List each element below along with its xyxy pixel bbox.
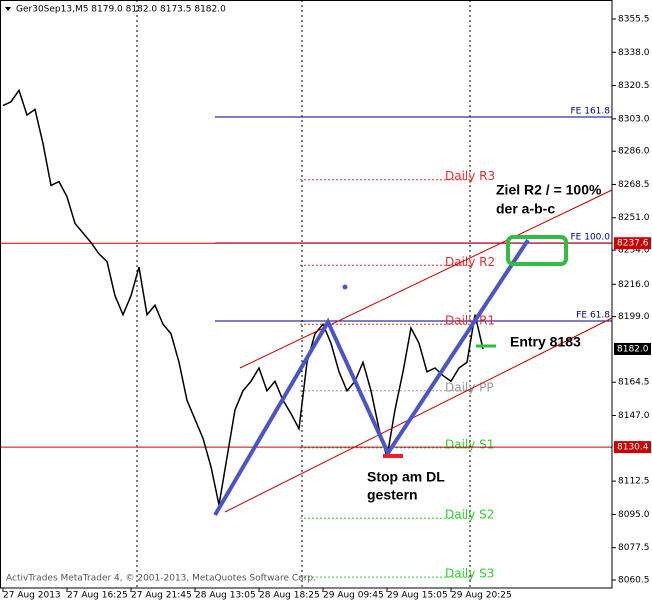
y-tick-label: 8060.5 <box>618 576 650 586</box>
plot-border <box>0 0 613 589</box>
x-tick-label: 28 Aug 18:25 <box>259 591 320 601</box>
x-tick-label: 27 Aug 2013 <box>3 591 61 601</box>
y-tick-label: 8112.5 <box>618 477 650 487</box>
dot <box>342 284 348 290</box>
pivot-label: Daily R2 <box>445 255 495 269</box>
y-tick-label: 8147.0 <box>618 411 650 421</box>
y-tick-label: 8216.0 <box>618 280 650 290</box>
y-tick-label: 8234.0 <box>618 246 650 256</box>
pivot-label: Daily PP <box>445 380 494 394</box>
price-tag <box>614 237 651 250</box>
menu-triangle[interactable] <box>5 7 11 11</box>
y-tick-label: 8164.5 <box>618 378 650 388</box>
annotation: Stop am DL <box>367 469 445 485</box>
y-tick-label: 8320.5 <box>618 81 650 91</box>
y-tick-label: 8251.0 <box>618 213 650 223</box>
y-tick-label: 8077.5 <box>618 543 650 553</box>
annotation: Entry 8183 <box>510 334 581 350</box>
y-tick-label: 8268.5 <box>618 180 650 190</box>
fib-label: FE 161.8 <box>571 106 611 116</box>
x-tick-label: 29 Aug 15:05 <box>387 591 448 601</box>
pivot-label: Daily R3 <box>445 169 495 183</box>
annotation: gestern <box>367 487 418 503</box>
fib-label: FE 61.8 <box>576 311 610 321</box>
price-line <box>2 88 484 506</box>
abc-lines <box>213 238 530 517</box>
channel-lower <box>224 317 613 513</box>
x-tick-label: 29 Aug 09:45 <box>323 591 384 601</box>
annotation: der a-b-c <box>496 201 555 217</box>
x-tick-label: 27 Aug 21:45 <box>131 591 192 601</box>
pivot-label: Daily S3 <box>445 567 494 581</box>
fib-label: FE 100.0 <box>571 233 611 243</box>
y-tick-label: 8338.0 <box>618 48 650 58</box>
pivot-label: Daily R1 <box>445 314 495 328</box>
day-separators <box>136 0 471 588</box>
target-box <box>506 235 568 266</box>
y-tick-label: 8355.5 <box>618 15 650 25</box>
price-tag-label: 8237.6 <box>617 239 649 249</box>
channel-upper <box>239 189 613 369</box>
x-tick-label: 29 Aug 20:25 <box>451 591 512 601</box>
price-tag-label: 8182.0 <box>617 344 649 354</box>
y-tick-label: 8199.0 <box>618 312 650 322</box>
chart-title: Ger30Sep13,M5 8179.0 8182.0 8173.5 8182.… <box>16 5 226 15</box>
x-tick-label: 28 Aug 13:05 <box>195 591 256 601</box>
drawings <box>213 189 613 517</box>
pivot-label: Daily S1 <box>445 437 494 451</box>
y-tick-label: 8095.0 <box>618 510 650 520</box>
watermark: ActivTrades MetaTrader 4, © 2001-2013, M… <box>6 574 316 584</box>
y-tick-label: 8303.0 <box>618 114 650 124</box>
price-tag-label: 8130.4 <box>617 443 649 453</box>
x-tick-label: 27 Aug 16:25 <box>67 591 128 601</box>
annotation: Ziel R2 / = 100% <box>496 182 602 198</box>
price-tag <box>614 342 651 355</box>
y-tick-label: 8286.0 <box>618 147 650 157</box>
pivot-label: Daily S2 <box>445 508 494 522</box>
price-tag <box>614 441 651 454</box>
